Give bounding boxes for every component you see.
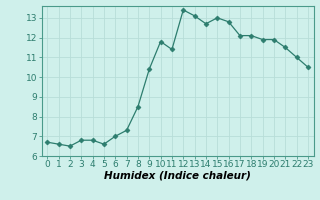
X-axis label: Humidex (Indice chaleur): Humidex (Indice chaleur): [104, 171, 251, 181]
